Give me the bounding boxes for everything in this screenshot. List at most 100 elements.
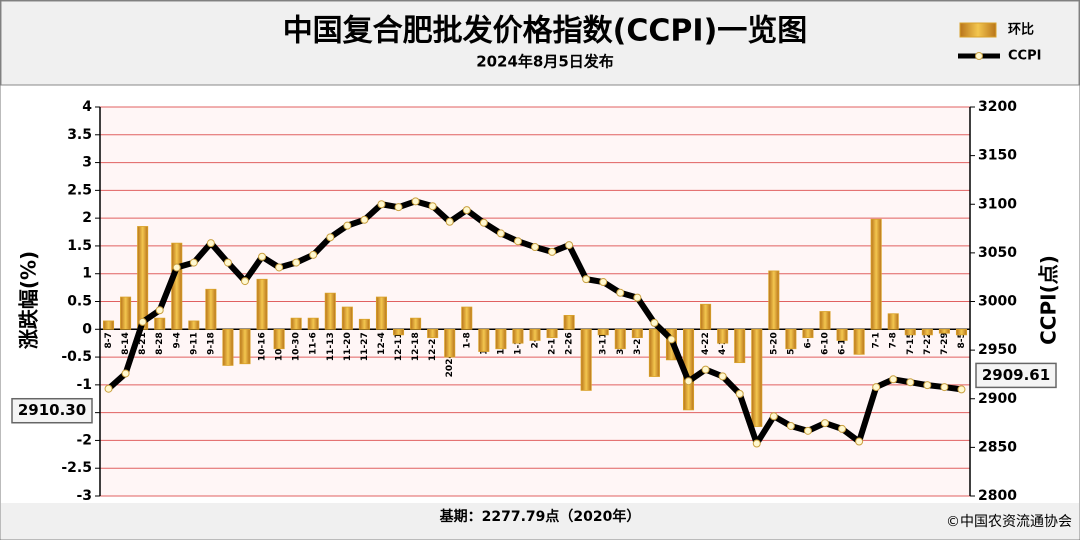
line-point xyxy=(241,277,249,286)
bar xyxy=(580,328,592,391)
line-point xyxy=(223,258,232,267)
line-point xyxy=(940,383,949,392)
y-tick-label: 0.5 xyxy=(67,294,92,310)
line-point xyxy=(599,278,608,287)
x-tick-label: 6-10 xyxy=(821,332,831,355)
line-point xyxy=(121,369,130,378)
bar xyxy=(836,328,848,341)
bar xyxy=(887,313,899,330)
line-point xyxy=(752,439,761,448)
line-point xyxy=(718,372,727,381)
bar xyxy=(222,328,234,366)
x-tick-label: 3-11 xyxy=(599,332,609,355)
bar xyxy=(273,328,285,350)
line-point xyxy=(309,250,318,259)
y-tick-label: 4 xyxy=(82,99,92,115)
bar xyxy=(427,328,439,339)
line-point xyxy=(633,293,642,302)
x-tick-label: 12-4 xyxy=(377,332,387,355)
bar xyxy=(495,328,507,350)
line-point xyxy=(496,229,505,238)
x-tick-label: 9-11 xyxy=(189,332,199,355)
x-tick-label: 10-30 xyxy=(292,332,302,361)
bar xyxy=(188,320,200,330)
line-point xyxy=(769,412,778,421)
line-point xyxy=(735,389,744,398)
y2-tick-label: 3100 xyxy=(978,196,1017,212)
bar xyxy=(444,328,456,358)
y-tick-label: 2 xyxy=(82,210,92,226)
bar xyxy=(478,328,490,352)
bar xyxy=(648,328,660,377)
y2-tick-label: 2850 xyxy=(978,439,1017,455)
bar xyxy=(819,311,831,330)
x-tick-label: 2-19 xyxy=(548,332,558,355)
line-point xyxy=(275,263,284,272)
y-tick-label: 3 xyxy=(82,155,92,171)
bar xyxy=(290,317,302,330)
bar xyxy=(614,328,626,350)
bar xyxy=(768,270,780,330)
y2-tick-label: 2900 xyxy=(978,391,1017,407)
bar xyxy=(461,306,473,330)
line-point xyxy=(531,243,539,252)
bar xyxy=(410,317,422,330)
line-point xyxy=(855,437,864,446)
bar xyxy=(904,328,916,336)
y-tick-label: 3.5 xyxy=(67,127,92,143)
bar xyxy=(955,328,967,336)
bar xyxy=(324,292,336,330)
y2-tick-label: 2950 xyxy=(978,342,1017,358)
y-tick-label: 2.5 xyxy=(67,182,92,198)
line-point xyxy=(104,384,113,393)
x-tick-label: 12-11 xyxy=(394,332,404,361)
line-point xyxy=(889,375,898,384)
chart-title: 中国复合肥批发价格指数(CCPI)一览图 xyxy=(283,14,808,49)
line-point xyxy=(803,426,812,435)
y-tick-label: -2.5 xyxy=(61,460,92,476)
source: ©中国农资流通协会 xyxy=(946,514,1072,530)
x-tick-label: 8-14 xyxy=(121,332,131,355)
footer-band xyxy=(1,503,1079,539)
bar xyxy=(307,317,319,330)
legend-swatch xyxy=(959,22,997,38)
bar xyxy=(751,328,763,427)
header-band xyxy=(0,0,1080,86)
bar xyxy=(375,296,387,330)
x-tick-label: 7-1 xyxy=(872,332,882,348)
line-point xyxy=(172,263,181,272)
bar xyxy=(802,328,814,339)
x-tick-label: 8-7 xyxy=(104,332,114,348)
line-point xyxy=(872,383,881,392)
line-point xyxy=(377,200,386,209)
chart-subtitle: 2024年8月5日发布 xyxy=(476,53,614,71)
bar xyxy=(631,328,643,339)
line-point xyxy=(326,233,335,242)
bar xyxy=(717,328,729,344)
y2-tick-label: 3150 xyxy=(978,148,1017,164)
bar xyxy=(512,328,524,344)
value-label: 2910.30 xyxy=(18,401,86,419)
line-point xyxy=(906,378,915,387)
x-tick-label: 7-8 xyxy=(889,332,899,348)
y2-tick-label: 2800 xyxy=(978,488,1017,504)
x-tick-label: 1-8 xyxy=(462,332,472,348)
line-point xyxy=(957,385,966,394)
y-tick-label: -3 xyxy=(76,488,92,504)
line-point xyxy=(292,258,301,267)
line-point xyxy=(582,275,591,284)
bar xyxy=(529,328,541,341)
line-point xyxy=(548,247,557,256)
value-label-box xyxy=(975,362,1057,389)
y2-tick-label: 3200 xyxy=(978,99,1017,115)
bar xyxy=(137,226,149,330)
x-tick-label: 4-22 xyxy=(701,332,711,355)
bar xyxy=(120,296,132,330)
x-tick-label: 11-13 xyxy=(326,332,336,361)
x-tick-label: 11-20 xyxy=(343,332,353,361)
bar xyxy=(870,218,882,330)
bar xyxy=(154,317,166,330)
line-point xyxy=(189,258,198,267)
